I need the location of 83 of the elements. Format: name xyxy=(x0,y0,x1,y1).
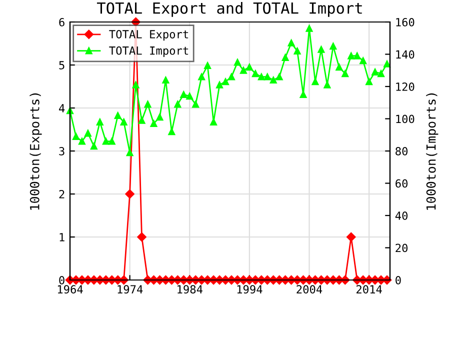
y2-tick-label: 40 xyxy=(395,212,408,220)
y-tick-label: 5 xyxy=(59,61,64,70)
y-tick-label: 3 xyxy=(59,147,64,156)
point xyxy=(294,48,301,54)
point xyxy=(346,232,356,242)
point xyxy=(210,118,218,126)
y-tick-label: 1 xyxy=(60,233,64,242)
point xyxy=(300,91,307,98)
y-tick-label: 2 xyxy=(59,190,64,198)
point xyxy=(240,66,247,74)
point xyxy=(174,100,182,108)
y-tick-label: 4 xyxy=(59,104,65,112)
point xyxy=(372,68,379,76)
point xyxy=(72,133,80,140)
y-tick-label: 6 xyxy=(59,18,64,26)
point xyxy=(108,138,116,145)
point xyxy=(156,114,164,121)
point xyxy=(318,46,325,53)
y2-tick-label: 20 xyxy=(396,244,408,252)
x-tick-label: 1964 xyxy=(58,285,83,294)
point xyxy=(114,112,122,119)
y2-tick-label: 100 xyxy=(396,114,414,124)
point xyxy=(84,130,92,137)
point xyxy=(384,60,390,68)
y2-tick-label: 0 xyxy=(396,276,401,284)
point xyxy=(264,73,271,80)
y2-axis-title: 1000ton(Imports) xyxy=(426,93,438,210)
x-tick-label: 2004 xyxy=(296,285,322,294)
point xyxy=(342,70,349,78)
point xyxy=(366,78,373,86)
x-tick-label: 1974 xyxy=(118,285,143,294)
point xyxy=(126,149,134,156)
point xyxy=(282,54,289,61)
point xyxy=(102,138,110,145)
point xyxy=(360,57,367,64)
point xyxy=(306,24,313,32)
point xyxy=(312,78,319,86)
point xyxy=(330,42,337,50)
point xyxy=(120,118,128,126)
point xyxy=(168,128,176,136)
legend-label: TOTAL Export xyxy=(109,30,188,41)
point xyxy=(96,118,104,126)
point xyxy=(78,138,86,145)
point xyxy=(132,81,140,88)
point xyxy=(378,70,384,78)
y-tick-label: 0 xyxy=(59,276,64,284)
point xyxy=(234,58,241,66)
point xyxy=(324,81,331,88)
point xyxy=(162,76,170,84)
point xyxy=(137,232,146,242)
point xyxy=(348,52,355,60)
point xyxy=(276,73,283,80)
x-tick-label: 1984 xyxy=(178,285,202,294)
point xyxy=(216,81,224,88)
point xyxy=(252,70,259,78)
point xyxy=(186,92,194,100)
x-tick-label: 2014 xyxy=(356,285,382,294)
point xyxy=(222,78,229,86)
point xyxy=(258,73,265,80)
y2-tick-label: 120 xyxy=(396,82,414,91)
point xyxy=(198,73,206,80)
point xyxy=(204,62,212,70)
point xyxy=(288,39,295,46)
y2-tick-label: 160 xyxy=(396,18,414,26)
point xyxy=(336,64,343,71)
chart-title: TOTAL Export and TOTAL Import xyxy=(96,2,362,17)
point xyxy=(150,120,158,128)
point xyxy=(180,91,188,98)
point xyxy=(270,76,277,84)
point xyxy=(354,52,361,60)
point xyxy=(144,100,152,108)
y2-tick-label: 80 xyxy=(396,147,408,156)
point xyxy=(138,116,146,124)
point xyxy=(192,100,200,108)
x-tick-label: 1994 xyxy=(237,285,262,294)
point xyxy=(125,189,134,199)
legend-label: TOTAL Import xyxy=(109,46,188,57)
point xyxy=(90,142,98,150)
point xyxy=(228,73,235,80)
y2-tick-label: 140 xyxy=(396,50,414,59)
point xyxy=(246,64,253,71)
y2-tick-label: 60 xyxy=(396,179,408,188)
y-axis-title: 1000ton(Exports) xyxy=(30,93,42,210)
